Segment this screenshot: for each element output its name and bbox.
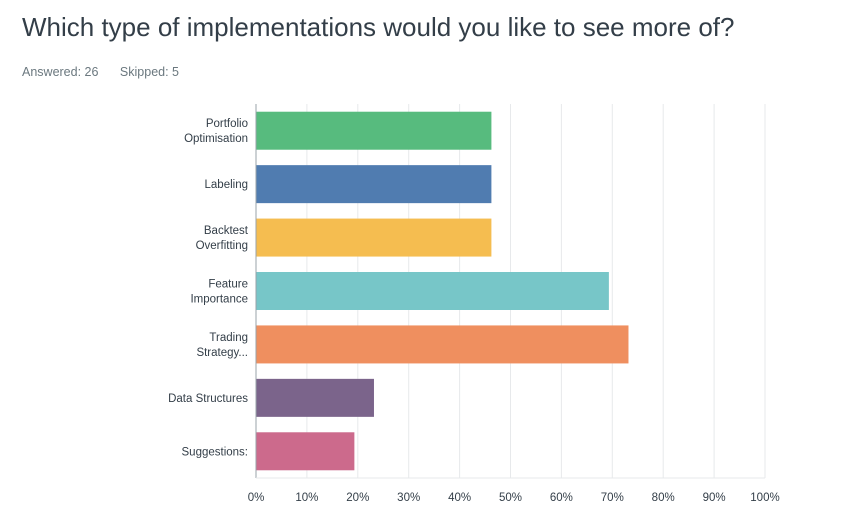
category-label: Optimisation xyxy=(184,133,248,145)
question-title: Which type of implementations would you … xyxy=(22,12,735,42)
bar[interactable] xyxy=(256,165,492,204)
category-label: Portfolio xyxy=(206,118,248,130)
bar[interactable] xyxy=(256,432,355,471)
category-label: Overfitting xyxy=(196,240,248,252)
category-label: Strategy... xyxy=(196,347,248,359)
x-tick-label: 60% xyxy=(550,492,573,504)
bar[interactable] xyxy=(256,111,492,150)
answered-count: Answered: 26 xyxy=(22,65,99,79)
x-tick-label: 20% xyxy=(346,492,369,504)
response-stats: Answered: 26 Skipped: 5 xyxy=(22,65,197,79)
x-tick-label: 0% xyxy=(248,492,265,504)
bars xyxy=(256,111,629,471)
category-label: Trading xyxy=(209,332,248,344)
bar[interactable] xyxy=(256,272,609,310)
category-label: Feature xyxy=(208,279,248,291)
x-tick-label: 70% xyxy=(601,492,624,504)
category-label: Labeling xyxy=(205,179,248,191)
x-tick-label: 80% xyxy=(652,492,675,504)
bar[interactable] xyxy=(256,378,374,417)
x-tick-label: 30% xyxy=(397,492,420,504)
x-tick-label: 90% xyxy=(703,492,726,504)
bar[interactable] xyxy=(256,218,492,257)
category-label: Data Structures xyxy=(168,393,248,405)
x-tick-label: 100% xyxy=(750,492,779,504)
x-tick-label: 50% xyxy=(499,492,522,504)
x-tick-label: 10% xyxy=(295,492,318,504)
x-tick-labels: 0% 10% 20% 30% 40% 50% 60% 70% 80% 90% 100% xyxy=(248,492,780,504)
skipped-count: Skipped: 5 xyxy=(119,65,179,79)
category-label: Importance xyxy=(190,294,248,306)
bar[interactable] xyxy=(256,325,629,364)
category-label: Suggestions: xyxy=(182,446,249,458)
x-tick-label: 40% xyxy=(448,492,471,504)
category-label: Backtest xyxy=(204,225,249,237)
category-labels: Portfolio Optimisation Labeling Backtest Ove… xyxy=(168,118,249,458)
